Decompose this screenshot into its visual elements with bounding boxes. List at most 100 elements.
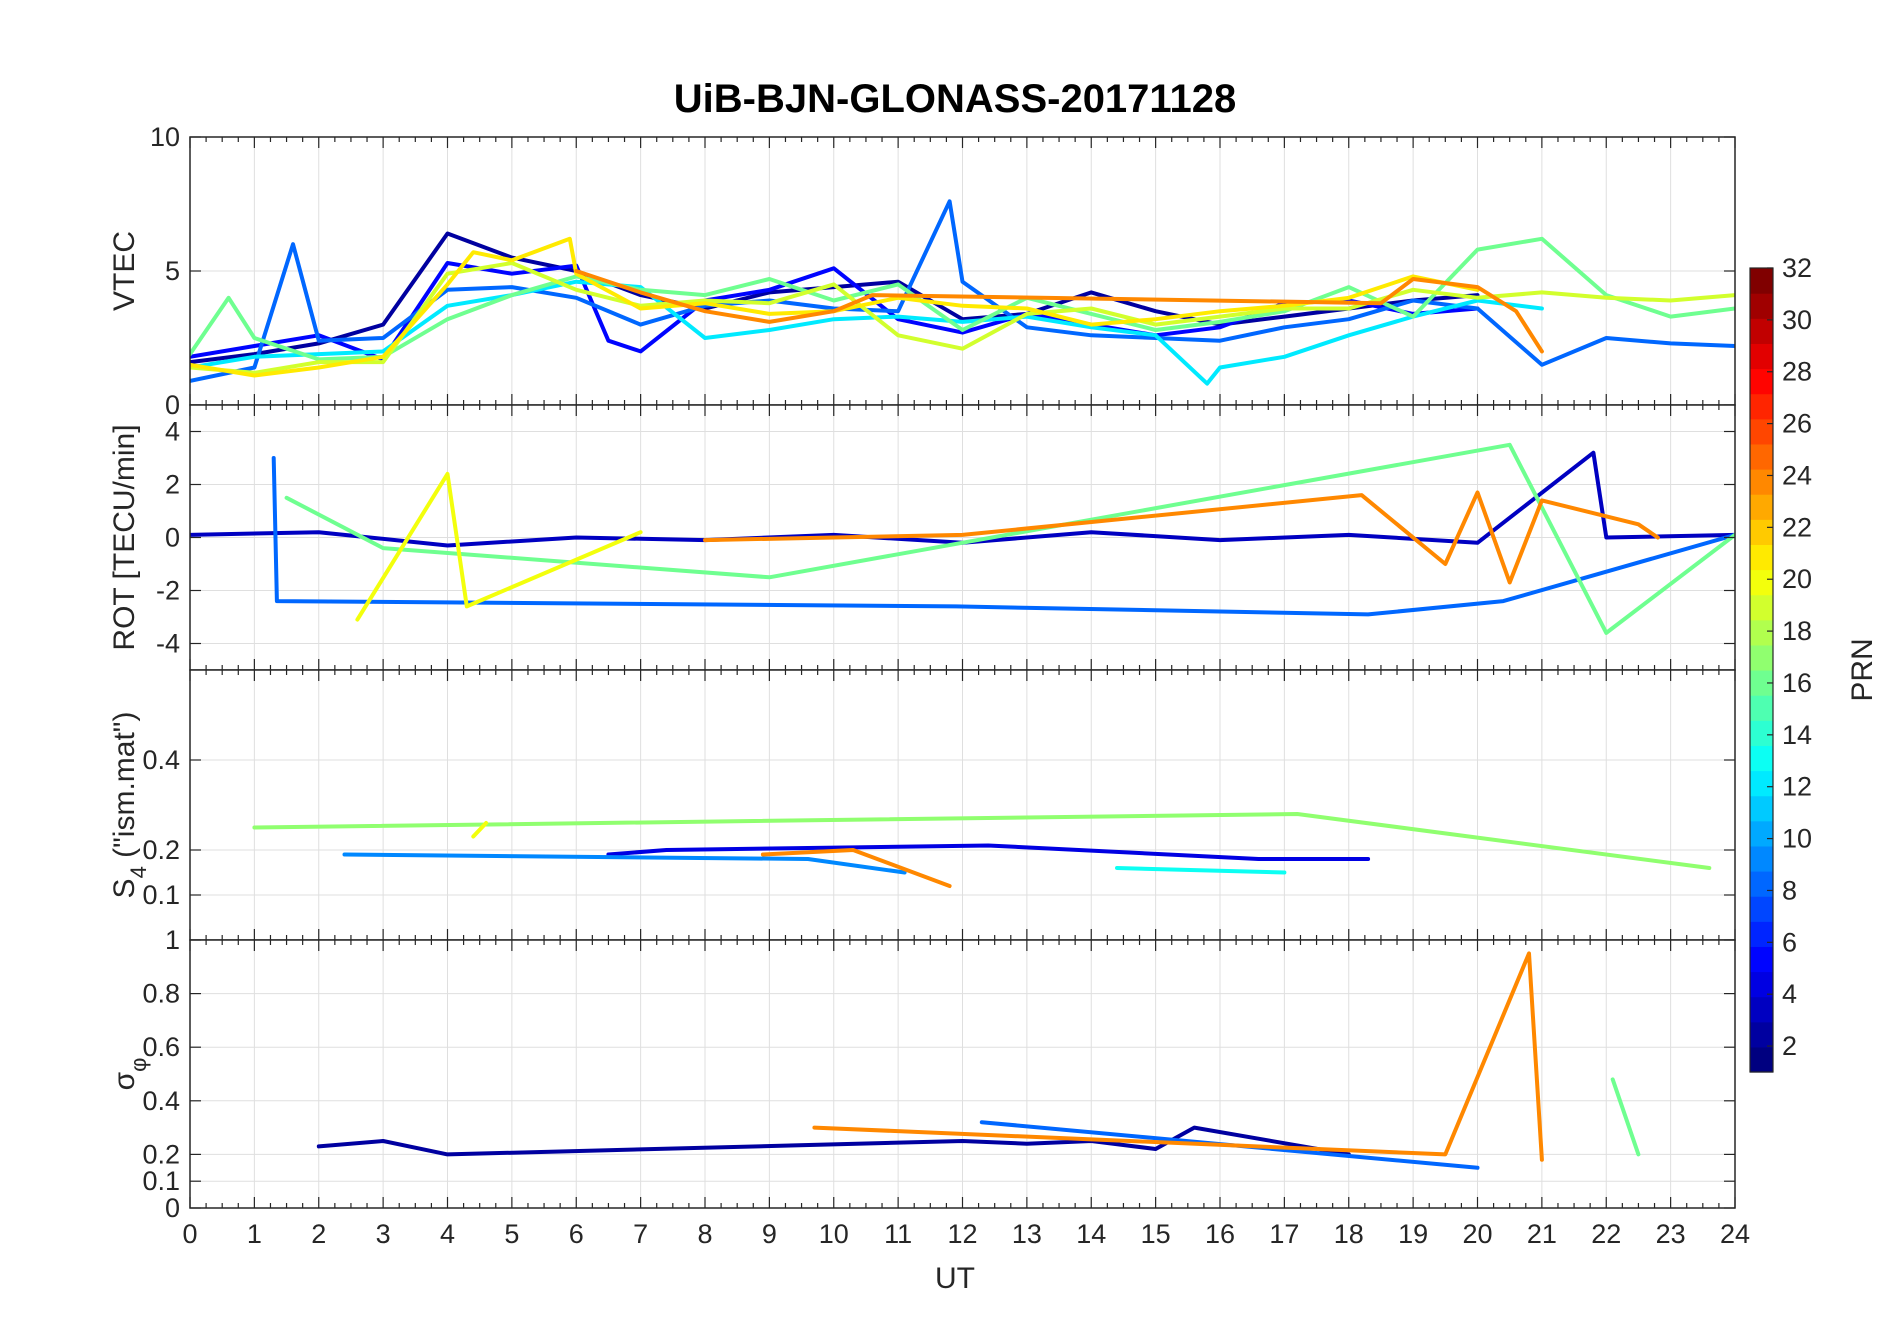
colorbar-segment [1750, 996, 1773, 1023]
x-tick-label: 9 [762, 1219, 777, 1249]
colorbar-segment [1750, 594, 1773, 621]
series-prn-16 [284, 442, 1735, 635]
x-tick-label: 11 [884, 1219, 912, 1249]
y-tick-label: 0 [165, 390, 180, 420]
series-prn-16 [1610, 1077, 1641, 1157]
colorbar-segment [1750, 820, 1773, 847]
series-prn-24 [703, 490, 1660, 585]
y-axis-label-rest: ("ism.mat") [108, 712, 141, 867]
colorbar-segment [1750, 443, 1773, 470]
colorbar-segment [1750, 770, 1773, 797]
x-tick-label: 17 [1269, 1219, 1299, 1249]
x-tick-label: 0 [182, 1219, 197, 1249]
y-tick-label: -2 [156, 576, 180, 606]
colorbar-tick-label: 20 [1782, 564, 1812, 594]
y-tick-label: 0.4 [142, 1086, 180, 1116]
colorbar-segment [1750, 845, 1773, 872]
colorbar-tick-label: 8 [1782, 875, 1797, 905]
y-axis-label: ROT [TECU/min] [108, 424, 141, 650]
series-prn-4 [606, 843, 1371, 861]
colorbar-segment [1750, 971, 1773, 998]
y-axis-label: VTEC [108, 231, 141, 311]
series-prn-8 [271, 456, 1735, 617]
x-tick-label: 10 [819, 1219, 849, 1249]
x-tick-label: 2 [311, 1219, 326, 1249]
x-tick-label: 8 [697, 1219, 712, 1249]
colorbar-tick-label: 30 [1782, 305, 1812, 335]
colorbar-segment [1750, 469, 1773, 495]
x-axis-label: UT [935, 1262, 975, 1295]
colorbar-segment [1750, 544, 1773, 571]
colorbar-segment [1750, 946, 1773, 973]
panel-series [252, 812, 1712, 888]
series-prn-24 [812, 951, 1544, 1162]
x-tick-label: 3 [376, 1219, 391, 1249]
series-prn-20 [355, 471, 643, 622]
x-tick-label: 20 [1462, 1219, 1492, 1249]
y-axis-label: σφ [108, 1058, 151, 1091]
series-prn-24 [574, 269, 1544, 354]
x-tick-label: 6 [569, 1219, 584, 1249]
y-tick-label: 10 [150, 122, 180, 152]
panel-ticks [189, 939, 1736, 1209]
y-tick-label: 0.1 [142, 880, 180, 910]
x-tick-label: 5 [504, 1219, 519, 1249]
colorbar-segment [1750, 268, 1773, 294]
colorbar-tick-label: 10 [1782, 824, 1812, 854]
panel-series [190, 442, 1735, 635]
y-tick-label: 2 [165, 470, 180, 500]
colorbar-tick-label: 14 [1782, 720, 1812, 750]
colorbar-tick-label: 6 [1782, 927, 1797, 957]
colorbar-segment [1750, 519, 1773, 545]
y-tick-label: 4 [165, 417, 180, 447]
colorbar-tick-label: 18 [1782, 616, 1812, 646]
colorbar-segment [1750, 720, 1773, 746]
x-tick-label: 16 [1205, 1219, 1235, 1249]
colorbar-tick-label: 22 [1782, 512, 1812, 542]
y-tick-label: 0.6 [142, 1032, 180, 1062]
x-tick-label: 23 [1656, 1219, 1686, 1249]
x-tick-label: 18 [1334, 1219, 1364, 1249]
y-tick-label: 0 [165, 523, 180, 553]
series-prn-13 [1115, 866, 1287, 875]
series-prn-9 [342, 852, 907, 875]
colorbar-tick-label: 16 [1782, 668, 1812, 698]
colorbar-tick-label: 24 [1782, 460, 1812, 490]
colorbar-frame [1749, 267, 1774, 1073]
y-tick-label: 0.8 [142, 979, 180, 1009]
y-tick-label: 1 [165, 925, 180, 955]
colorbar-segment [1750, 318, 1773, 344]
panel-ticks [189, 670, 1736, 940]
x-tick-label: 19 [1398, 1219, 1428, 1249]
series-prn-20 [471, 821, 489, 839]
colorbar-segment [1750, 1021, 1773, 1048]
panel-ticks [189, 136, 1736, 406]
colorbar-label: PRN [1846, 638, 1879, 701]
x-tick-label: 1 [247, 1219, 262, 1249]
colorbar-segment [1750, 343, 1773, 370]
colorbar-segment [1750, 418, 1773, 445]
colorbar-segment [1750, 619, 1773, 646]
colorbar-segment [1750, 745, 1773, 772]
y-tick-label: 0.4 [142, 745, 180, 775]
colorbar-segment [1750, 695, 1773, 721]
colorbar-segment [1750, 494, 1773, 520]
colorbar-segment [1750, 393, 1773, 420]
colorbar-tick-label: 26 [1782, 409, 1812, 439]
panel-series [190, 199, 1735, 386]
series-prn-2 [190, 231, 1480, 365]
panel-4: 00.10.2 0.4 0.6 0.8 1 σφ [108, 925, 1736, 1223]
colorbar-segment [1750, 670, 1773, 696]
colorbar-segment [1750, 795, 1773, 822]
y-tick-label: 0.2 [142, 1139, 180, 1169]
colorbar-segment [1750, 569, 1773, 596]
panel-grid [189, 670, 1736, 940]
colorbar-tick-label: 32 [1782, 253, 1812, 283]
y-tick-label: 0.2 [142, 835, 180, 865]
y-tick-label: 5 [165, 256, 180, 286]
panel-series [316, 951, 1641, 1170]
colorbar-segment [1750, 871, 1773, 897]
y-axis-label: S4 ("ism.mat") [108, 712, 151, 899]
